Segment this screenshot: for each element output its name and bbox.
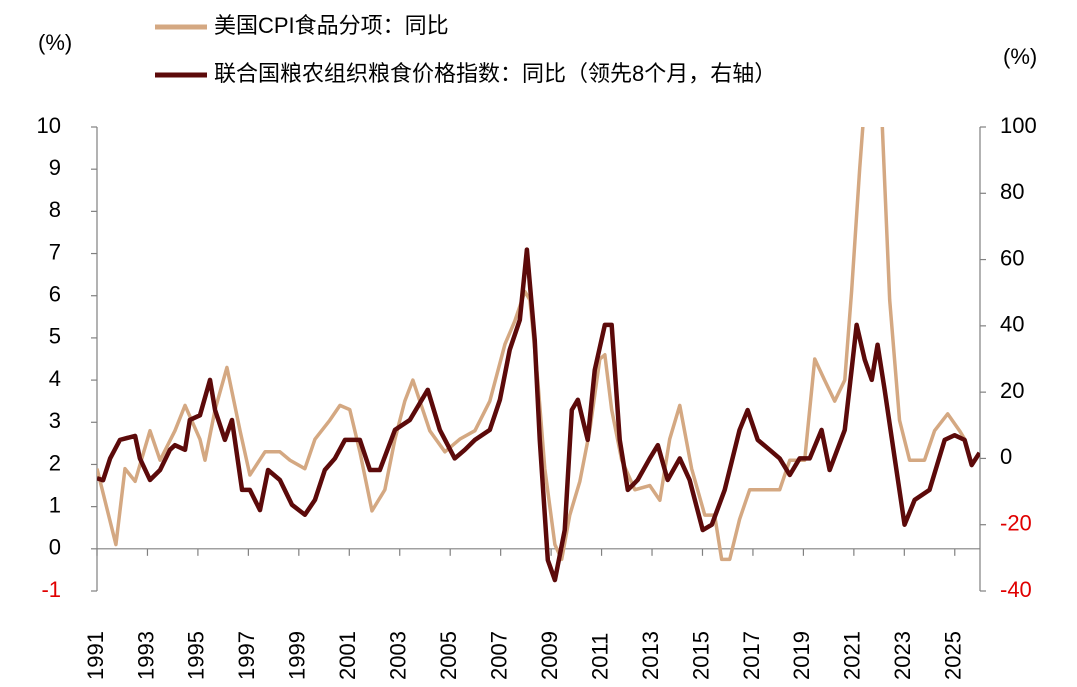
y-tick-label: 4 bbox=[49, 366, 61, 391]
y2-tick-label: 40 bbox=[1000, 312, 1024, 337]
legend-label: 美国CPI食品分项：同比 bbox=[214, 13, 449, 38]
y2-tick-label: 60 bbox=[1000, 245, 1024, 270]
x-tick-label: 2021 bbox=[840, 631, 865, 680]
y2-tick-label: 80 bbox=[1000, 179, 1024, 204]
x-tick-label: 2023 bbox=[890, 631, 915, 680]
y-tick-label: 6 bbox=[49, 282, 61, 307]
y2-tick-label: 100 bbox=[1000, 113, 1037, 138]
y-tick-label: 1 bbox=[49, 492, 61, 517]
legend-label: 联合国粮农组织粮食价格指数：同比（领先8个月，右轴） bbox=[214, 61, 776, 86]
x-tick-label: 1993 bbox=[133, 631, 158, 680]
x-tick-label: 2005 bbox=[436, 631, 461, 680]
series-line bbox=[97, 127, 967, 562]
y-tick-label: 3 bbox=[49, 408, 61, 433]
x-tick-label: 2019 bbox=[789, 631, 814, 680]
x-tick-label: 2007 bbox=[486, 631, 511, 680]
series-line bbox=[97, 247, 980, 583]
x-tick-label: 2013 bbox=[638, 631, 663, 680]
y2-tick-label: 0 bbox=[1000, 444, 1012, 469]
y-tick-label: -1 bbox=[41, 577, 61, 602]
x-tick-label: 1991 bbox=[83, 631, 108, 680]
x-tick-label: 1995 bbox=[184, 631, 209, 680]
y-tick-label: 7 bbox=[49, 239, 61, 264]
y-tick-label: 9 bbox=[49, 155, 61, 180]
x-tick-label: 2025 bbox=[941, 631, 966, 680]
y2-tick-label: -40 bbox=[1000, 577, 1032, 602]
x-tick-label: 1999 bbox=[285, 631, 310, 680]
y2-tick-label: 20 bbox=[1000, 378, 1024, 403]
x-tick-label: 2001 bbox=[335, 631, 360, 680]
y-tick-label: 0 bbox=[49, 535, 61, 560]
x-tick-label: 2015 bbox=[688, 631, 713, 680]
y2-axis-unit: (%) bbox=[1003, 44, 1037, 69]
x-tick-label: 2009 bbox=[537, 631, 562, 680]
x-tick-label: 2017 bbox=[739, 631, 764, 680]
y-tick-label: 5 bbox=[49, 324, 61, 349]
y-tick-label: 8 bbox=[49, 197, 61, 222]
x-tick-label: 1997 bbox=[234, 631, 259, 680]
y-tick-label: 2 bbox=[49, 450, 61, 475]
y-axis-unit: (%) bbox=[38, 30, 72, 55]
y-tick-label: 10 bbox=[37, 113, 61, 138]
x-tick-label: 2003 bbox=[386, 631, 411, 680]
x-tick-label: 2011 bbox=[587, 633, 612, 680]
y2-tick-label: -20 bbox=[1000, 511, 1032, 536]
